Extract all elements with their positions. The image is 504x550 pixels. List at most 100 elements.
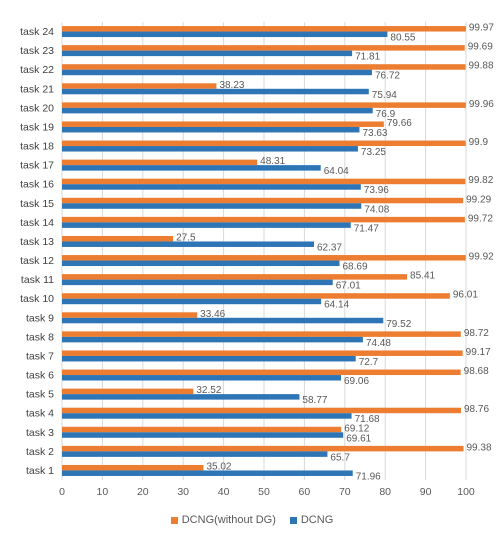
y-tick-label-19: task 20 [20,102,54,114]
y-tick-label-23: task 24 [20,26,54,38]
legend-swatch-series-1 [170,516,178,524]
bar-dcng-without-dg-7 [62,350,463,356]
bar-dcng-without-dg-4 [62,407,461,414]
data-label-dcng-without-dg-5: 32.52 [196,385,221,396]
data-label-dcng-12: 68.69 [343,262,368,273]
x-tick-label-8: 80 [379,486,391,498]
y-tick-label-8: task 9 [26,312,54,324]
y-tick-label-9: task 10 [20,293,54,305]
data-label-dcng-13: 62.37 [317,242,342,253]
y-tick-label-10: task 11 [21,274,54,286]
data-label-dcng-20: 76.9 [376,109,396,120]
bar-dcng-24 [62,31,388,38]
y-tick-label-20: task 21 [20,83,54,95]
bar-dcng-2 [62,451,328,457]
y-tick-label-12: task 13 [20,236,54,248]
bar-dcng-without-dg-10 [62,293,450,299]
data-label-dcng-6: 69.06 [344,376,369,387]
y-tick-label-17: task 18 [20,141,54,153]
bar-dcng-22 [62,69,372,76]
bar-dcng-without-dg-20 [62,102,466,108]
data-label-dcng-without-dg-6: 98.68 [464,366,489,377]
data-label-dcng-18: 73.25 [361,147,386,158]
data-label-dcng-without-dg-20: 99.96 [469,99,494,110]
data-label-dcng-without-dg-15: 99.29 [466,194,491,205]
data-label-dcng-without-dg-1: 35.02 [206,461,231,472]
data-label-dcng-without-dg-18: 99.9 [469,137,489,148]
data-label-dcng-without-dg-13: 27.5 [176,232,196,243]
bar-dcng-3 [62,432,344,438]
y-tick-label-7: task 8 [26,331,54,343]
data-label-dcng-24: 80.55 [390,33,415,44]
bar-dcng-17 [62,165,321,171]
data-label-dcng-15: 74.08 [364,204,389,215]
bar-dcng-without-dg-9 [62,312,198,318]
x-tick-label-6: 60 [299,486,311,498]
data-label-dcng-1: 71.96 [356,471,381,482]
bar-dcng-without-dg-22 [62,64,466,70]
bar-dcng-without-dg-24 [62,26,466,32]
bar-dcng-1 [62,470,353,476]
data-label-dcng-without-dg-3: 69.12 [344,423,369,434]
x-tick-label-5: 50 [258,486,270,498]
data-label-dcng-19: 73.63 [362,128,387,139]
legend-item-series-1: DCNG(without DG) [170,514,276,526]
data-label-dcng-without-dg-22: 99.88 [469,61,494,72]
bar-dcng-without-dg-6 [62,369,461,376]
data-label-dcng-17: 64.04 [324,166,349,177]
bar-dcng-19 [62,126,360,133]
data-label-dcng-without-dg-21: 38.23 [219,80,244,91]
data-label-dcng-without-dg-11: 85.41 [410,271,435,282]
bar-dcng-without-dg-5 [62,388,194,395]
y-tick-label-16: task 17 [20,160,54,172]
bar-dcng-20 [62,107,373,114]
data-label-dcng-23: 71.81 [355,52,380,63]
bar-dcng-13 [62,241,314,247]
data-label-dcng-9: 79.52 [386,319,411,330]
bar-dcng-without-dg-15 [62,197,464,204]
bar-dcng-5 [62,394,300,400]
x-tick-label-1: 10 [97,486,109,498]
y-tick-label-4: task 5 [26,389,54,401]
data-label-dcng-8: 74.48 [366,338,391,349]
y-tick-label-2: task 3 [26,427,54,439]
data-label-dcng-without-dg-24: 99.97 [469,23,494,34]
y-tick-label-5: task 6 [26,370,54,382]
data-label-dcng-22: 76.72 [375,71,400,82]
bar-dcng-without-dg-23 [62,45,465,51]
x-tick-label-7: 70 [339,486,351,498]
data-label-dcng-7: 72.7 [359,357,379,368]
bar-dcng-18 [62,146,358,152]
data-label-dcng-10: 64.14 [324,300,349,311]
chart-legend: DCNG(without DG) DCNG [0,514,504,526]
x-tick-label-9: 90 [420,486,432,498]
data-label-dcng-3: 69.61 [346,433,371,444]
data-label-dcng-11: 67.01 [336,281,361,292]
data-label-dcng-5: 58.77 [302,395,327,406]
bar-dcng-16 [62,184,361,190]
data-label-dcng-without-dg-12: 99.92 [469,252,494,263]
data-label-dcng-without-dg-2: 99.38 [466,442,491,453]
y-tick-label-0: task 1 [26,465,54,477]
bar-dcng-without-dg-14 [62,216,465,223]
data-label-dcng-without-dg-23: 99.69 [468,42,493,53]
data-label-dcng-without-dg-4: 98.76 [464,404,489,415]
y-tick-label-15: task 16 [20,179,54,191]
bar-dcng-without-dg-8 [62,331,461,337]
x-tick-label-2: 20 [137,486,149,498]
bar-dcng-without-dg-16 [62,178,466,185]
bar-dcng-without-dg-3 [62,426,342,433]
y-tick-label-1: task 2 [26,446,54,458]
data-label-dcng-without-dg-10: 96.01 [453,290,478,301]
data-label-dcng-without-dg-8: 98.72 [464,328,489,339]
bar-dcng-6 [62,375,342,381]
data-label-dcng-4: 71.68 [355,414,380,425]
data-label-dcng-without-dg-19: 79.66 [387,118,412,129]
x-tick-label-0: 0 [59,486,65,498]
bar-dcng-14 [62,222,351,228]
y-tick-label-22: task 23 [20,45,54,57]
x-tick-label-10: 100 [457,486,475,498]
data-label-dcng-2: 65.7 [330,452,350,463]
bar-dcng-12 [62,260,340,267]
